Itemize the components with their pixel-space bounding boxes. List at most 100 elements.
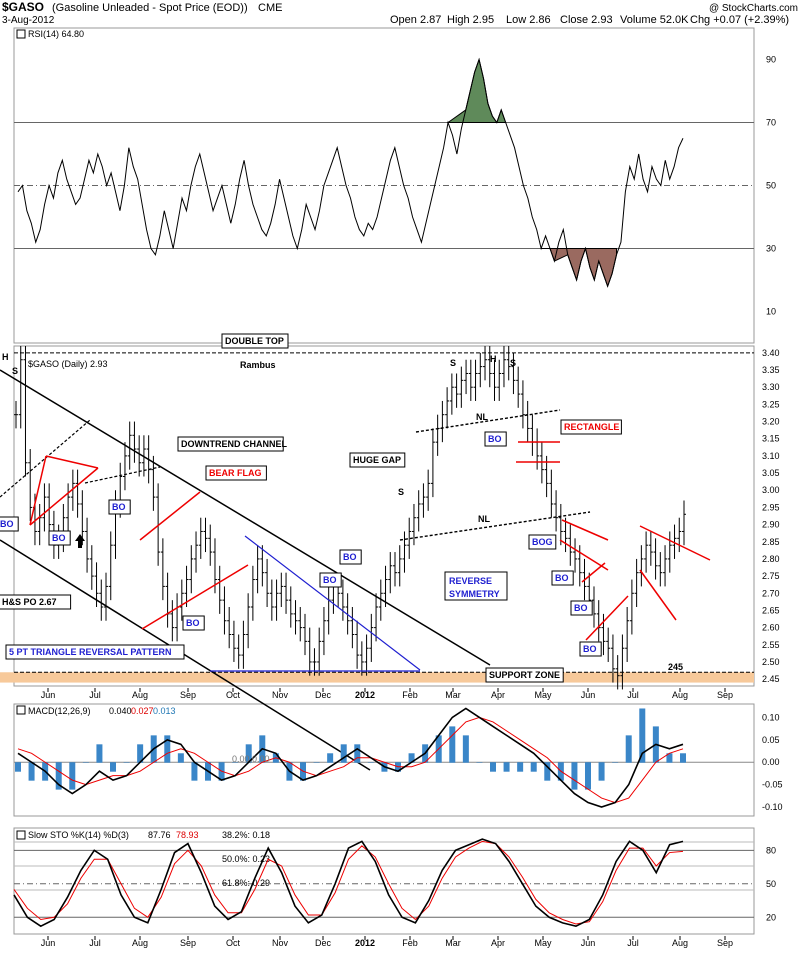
channel-upper-line (0, 369, 491, 666)
label-245: 245 (668, 662, 683, 672)
x-tick-label: 2012 (355, 690, 375, 700)
sto-legend-d: 78.93 (176, 830, 199, 840)
label-rambus: Rambus (240, 360, 276, 370)
sto-legend-swatch (16, 830, 26, 840)
red-pattern-line (29, 467, 99, 526)
label-bo: BO (112, 502, 126, 512)
red-pattern-line (29, 455, 47, 526)
macd-histogram-bar (462, 735, 469, 763)
macd-histogram-bar (245, 744, 252, 763)
macd-tick-label: -0.05 (762, 780, 783, 790)
label-bo-box (551, 570, 574, 586)
label-bo: BO (323, 575, 337, 585)
fib-label: 61.8%: 0.29 (222, 878, 270, 888)
sto-panel: 20 50 80 38.2%: 0.18 50.0%: 0.23 61.8%: 0.29 J… (13, 830, 776, 948)
label-double-top-box (221, 333, 289, 349)
price-tick-label: 2.65 (762, 605, 780, 615)
macd-histogram-bar (28, 762, 35, 781)
macd-histogram-bar (476, 762, 483, 763)
macd-histogram-bar (612, 762, 619, 763)
label-bo-box (0, 516, 19, 532)
sto-legend-label: Slow STO %K(14) %D(3) (28, 830, 129, 840)
label-nl: NL (476, 412, 488, 422)
sto-tick-label: 50 (766, 879, 776, 889)
label-bo-box (339, 549, 362, 565)
sto-tick-label: 20 (766, 912, 776, 922)
label-support-zone-box (485, 667, 564, 683)
macd-histogram-bar (232, 762, 239, 763)
macd-histogram-bar (544, 762, 551, 781)
macd-histogram-bar (340, 744, 347, 763)
label-support-zone: SUPPORT ZONE (489, 670, 560, 680)
macd-legend-value: 0.040 (109, 706, 132, 716)
label-s: S (12, 366, 18, 376)
up-arrow-marker (75, 534, 85, 548)
price-tick-label: 2.50 (762, 657, 780, 667)
x-tick-label: Jun (581, 690, 596, 700)
dashed-trend-line-2 (84, 466, 161, 484)
x-tick-label: Mar (445, 938, 461, 948)
change-value: Chg +0.07 (+2.39%) (690, 14, 789, 26)
x-tick-label: Jun (41, 690, 56, 700)
macd-histogram-bar (177, 753, 184, 763)
x-tick-label: Jul (89, 938, 101, 948)
x-tick-label: Aug (132, 938, 148, 948)
fib-label: 50.0%: 0.23 (222, 854, 270, 864)
neckline-top (415, 409, 561, 433)
x-tick-label: Sep (717, 938, 733, 948)
x-tick-label: Aug (132, 690, 148, 700)
label-s2: S (450, 358, 456, 368)
high-value: High 2.95 (447, 14, 494, 26)
label-bog: BOG (532, 537, 553, 547)
macd-histogram-bar (585, 762, 591, 790)
label-bo: BO (583, 644, 597, 654)
rsi-tick-label: 50 (766, 181, 776, 191)
macd-histogram-bar (625, 735, 632, 763)
x-tick-label: Nov (272, 938, 289, 948)
x-tick-label: Jul (627, 938, 639, 948)
red-pattern-line (45, 455, 99, 469)
price-tick-label: 3.30 (762, 382, 780, 392)
x-tick-label: 2012 (355, 938, 375, 948)
price-tick-label: 2.90 (762, 520, 780, 530)
x-tick-label: Mar (445, 690, 461, 700)
label-bo-box (579, 641, 602, 657)
label-bo: BO (488, 434, 502, 444)
rsi-legend-swatch (16, 29, 26, 39)
x-tick-label: Oct (226, 690, 241, 700)
price-tick-label: 3.35 (762, 365, 780, 375)
macd-histogram-bar (137, 744, 144, 763)
macd-histogram-bar (164, 735, 171, 763)
macd-histogram-bar (408, 753, 415, 763)
label-downtrend-channel-box (177, 436, 284, 452)
rsi-overbought-fill (446, 57, 507, 124)
label-rectangle: RECTANGLE (564, 422, 619, 432)
sto-legend-k: 87.76 (148, 830, 171, 840)
volume-value: Volume 52.0K (620, 14, 689, 26)
symbol: $GASO (2, 0, 44, 14)
macd-histogram-bar (82, 762, 89, 763)
label-s3: S (510, 358, 516, 368)
macd-histogram-bar (571, 762, 578, 790)
macd-line (17, 707, 684, 808)
x-tick-label: Sep (717, 690, 733, 700)
label-huge-gap: HUGE GAP (353, 455, 401, 465)
rsi-tick-label: 10 (766, 307, 776, 317)
macd-histogram-bar (96, 744, 103, 763)
x-tick-label: Jul (627, 690, 639, 700)
label-bear-flag-box (205, 465, 267, 481)
price-tick-label: 3.10 (762, 451, 780, 461)
macd-histogram-bar (354, 744, 361, 763)
neckline-lower (399, 511, 591, 541)
sto-d-line (13, 840, 684, 925)
x-tick-label: Apr (491, 690, 505, 700)
red-pattern-line (639, 569, 677, 621)
macd-histogram-bar (449, 726, 456, 763)
macd-signal-line (17, 716, 684, 804)
reverse-symmetry-box (444, 571, 508, 601)
rsi-tick-label: 30 (766, 244, 776, 254)
x-tick-label: Apr (491, 938, 505, 948)
sto-panel-frame (13, 827, 755, 935)
price-tick-label: 3.00 (762, 485, 780, 495)
label-bo-box (319, 572, 342, 588)
